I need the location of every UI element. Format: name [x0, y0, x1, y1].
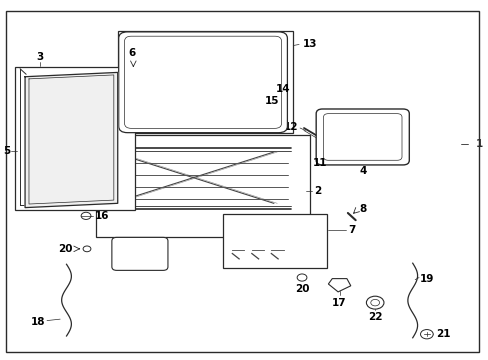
Text: 2: 2 — [314, 186, 321, 197]
Text: 17: 17 — [331, 298, 346, 308]
Text: 19: 19 — [419, 274, 433, 284]
FancyBboxPatch shape — [316, 109, 408, 165]
Text: 9: 9 — [151, 256, 158, 266]
Text: 14: 14 — [276, 84, 290, 94]
Bar — [222, 215, 327, 267]
Polygon shape — [328, 279, 350, 292]
Text: 21: 21 — [435, 329, 450, 339]
Text: 20: 20 — [294, 284, 308, 294]
Bar — [15, 67, 135, 211]
Text: 18: 18 — [31, 317, 45, 327]
Text: 13: 13 — [303, 39, 317, 49]
Text: 11: 11 — [312, 158, 326, 168]
Text: 8: 8 — [358, 204, 366, 214]
FancyBboxPatch shape — [112, 237, 167, 270]
Text: 6: 6 — [128, 48, 136, 58]
Text: 15: 15 — [264, 96, 279, 106]
Bar — [96, 135, 310, 237]
Text: 22: 22 — [367, 312, 382, 322]
Text: 5: 5 — [3, 146, 10, 156]
Bar — [118, 31, 293, 134]
Text: 4: 4 — [359, 166, 366, 176]
Text: 3: 3 — [36, 51, 43, 62]
Polygon shape — [25, 72, 118, 208]
Text: 12: 12 — [283, 122, 298, 132]
Text: 1: 1 — [475, 139, 482, 149]
Text: 7: 7 — [347, 225, 354, 235]
Text: 20: 20 — [58, 244, 73, 254]
FancyBboxPatch shape — [119, 32, 287, 133]
Text: 10: 10 — [151, 244, 165, 254]
Text: 16: 16 — [94, 211, 109, 221]
